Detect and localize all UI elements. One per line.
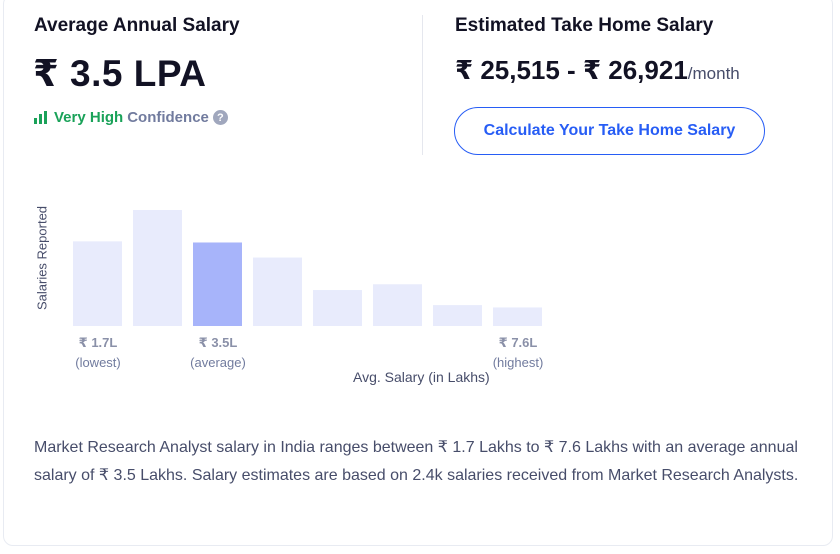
average-salary-value: ₹ 3.5 LPA	[33, 53, 207, 94]
tick-lowest-value: ₹ 1.7L	[78, 335, 118, 350]
salary-description: Market Research Analyst salary in India …	[34, 439, 799, 484]
histogram-bar	[433, 305, 482, 326]
take-home-unit: /month	[687, 64, 740, 83]
histogram-bar	[193, 242, 242, 326]
confidence-indicator: Very High Confidence ?	[34, 109, 228, 126]
salary-distribution-chart	[73, 210, 542, 326]
histogram-bar	[73, 241, 122, 326]
histogram-bar	[493, 307, 542, 326]
bar-chart-icon	[34, 111, 47, 124]
confidence-level: Very High	[54, 109, 124, 126]
tick-average-value: ₹ 3.5L	[198, 335, 238, 350]
tick-average-caption: (average)	[190, 355, 246, 370]
take-home-title: Estimated Take Home Salary	[455, 15, 714, 36]
histogram-bar	[133, 210, 182, 326]
confidence-label: Confidence	[127, 109, 209, 126]
histogram-bar	[313, 290, 362, 326]
histogram-bar	[373, 284, 422, 326]
histogram-bar	[253, 257, 302, 326]
average-salary-title: Average Annual Salary	[34, 15, 240, 36]
tick-lowest: ₹ 1.7L (lowest)	[60, 333, 136, 373]
tick-average: ₹ 3.5L (average)	[180, 333, 256, 373]
take-home-amount: ₹ 25,515 - ₹ 26,921	[455, 55, 688, 85]
take-home-range: ₹ 25,515 - ₹ 26,921/month	[455, 55, 740, 86]
tick-highest-caption: (highest)	[492, 355, 544, 370]
chart-x-axis-label: Avg. Salary (in Lakhs)	[353, 369, 490, 385]
calculate-take-home-button[interactable]: Calculate Your Take Home Salary	[454, 107, 765, 155]
chart-y-axis-label: Salaries Reported	[34, 205, 50, 311]
tick-lowest-caption: (lowest)	[75, 355, 121, 370]
tick-highest-value: ₹ 7.6L	[498, 335, 538, 350]
help-icon[interactable]: ?	[212, 110, 228, 125]
section-divider	[422, 15, 423, 155]
tick-highest: ₹ 7.6L (highest)	[480, 333, 556, 373]
